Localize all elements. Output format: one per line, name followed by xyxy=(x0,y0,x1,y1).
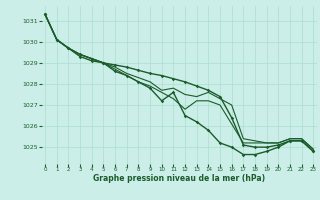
X-axis label: Graphe pression niveau de la mer (hPa): Graphe pression niveau de la mer (hPa) xyxy=(93,174,265,183)
